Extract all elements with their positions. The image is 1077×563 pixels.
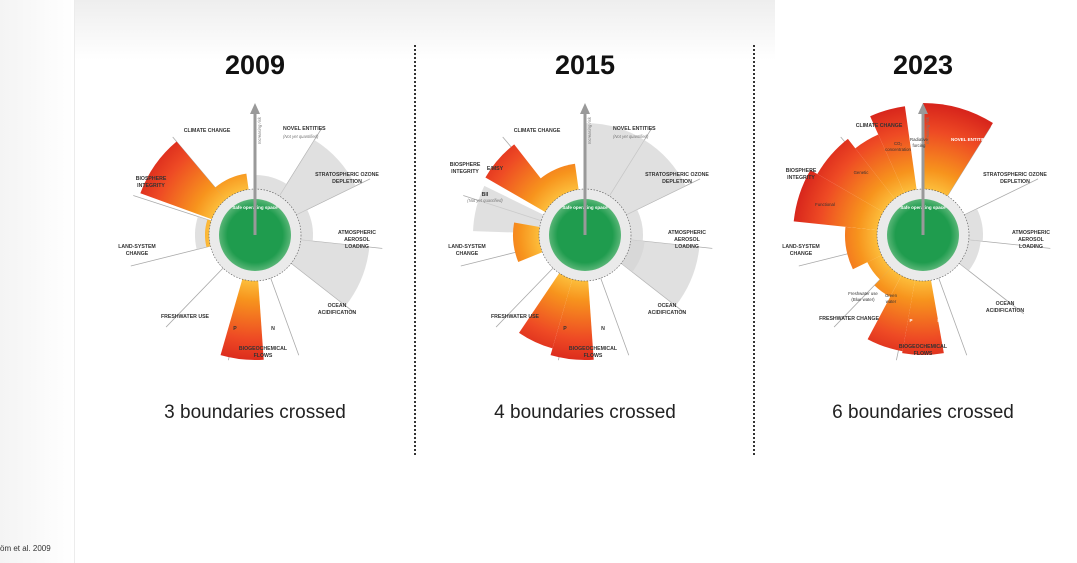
label-n: N	[937, 318, 940, 323]
label-aerosol: LOADING	[1019, 244, 1043, 250]
label-land-system: CHANGE	[456, 251, 479, 257]
label-biosphere: INTEGRITY	[137, 183, 165, 189]
label-aerosol: AEROSOL	[1018, 237, 1044, 243]
label-novel-entities: NOVEL ENTITIES	[283, 126, 326, 132]
label-concentration: concentration	[885, 147, 911, 152]
label-land-system: LAND-SYSTEM	[782, 244, 819, 250]
label-ozone: STRATOSPHERIC OZONE	[645, 172, 709, 178]
label-p: P	[563, 326, 567, 332]
label-p: P	[909, 318, 912, 323]
label-aerosol: ATMOSPHERIC	[338, 230, 376, 236]
label-climate-change: CLIMATE CHANGE	[514, 128, 561, 134]
year-heading: 2015	[554, 50, 616, 80]
label-freshwater: FRESHWATER CHANGE	[819, 316, 879, 322]
label-ozone: DEPLETION	[662, 179, 692, 185]
label-land-system: LAND-SYSTEM	[118, 244, 155, 250]
label-functional: Functional	[815, 202, 835, 207]
boundaries-caption: 3 boundaries crossed	[164, 402, 346, 423]
divider-dotted-2	[753, 45, 755, 455]
axis-label: Increasing risk	[925, 116, 930, 144]
label-radiative: forcing	[913, 143, 927, 148]
label-green-water: water	[886, 299, 897, 304]
label-emsy: E/MSY	[487, 166, 504, 172]
label-freshwater: FRESHWATER USE	[491, 314, 540, 320]
boundaries-caption: 4 boundaries crossed	[494, 402, 676, 423]
label-aerosol: ATMOSPHERIC	[1012, 230, 1050, 236]
label-ozone: DEPLETION	[332, 179, 362, 185]
label-aerosol: AEROSOL	[674, 237, 700, 243]
label-climate-change: CLIMATE CHANGE	[856, 123, 903, 129]
label-ozone: STRATOSPHERIC OZONE	[315, 172, 379, 178]
label-biosphere: INTEGRITY	[451, 169, 479, 175]
boundaries-caption: 6 boundaries crossed	[832, 402, 1014, 423]
label-ocean: ACIDIFICATION	[648, 310, 686, 316]
axis-label: Increasing risk	[257, 116, 262, 144]
label-land-system: LAND-SYSTEM	[448, 244, 485, 250]
label-biogeochemical: BIOGEOCHEMICAL	[239, 346, 288, 352]
label-biogeochemical: FLOWS	[914, 351, 933, 357]
label-not-quantified: (Not yet quantified)	[613, 134, 649, 139]
divider-dotted-1	[414, 45, 416, 455]
year-heading: 2009	[224, 50, 286, 80]
panel-2023: 2023 Safe operating space Increasing risk…	[758, 0, 1077, 470]
label-biosphere: BIOSPHERE	[786, 168, 817, 174]
label-land-system: CHANGE	[126, 251, 149, 257]
label-biogeochemical: FLOWS	[584, 353, 603, 359]
label-biosphere: INTEGRITY	[787, 175, 815, 181]
label-bii: BII	[482, 192, 489, 198]
citation-text: öm et al. 2009	[0, 544, 51, 553]
label-aerosol: LOADING	[675, 244, 699, 250]
label-ocean: ACIDIFICATION	[318, 310, 356, 316]
label-n: N	[271, 326, 275, 332]
label-not-quantified: (Not yet quantified)	[283, 134, 319, 139]
label-ocean: OCEAN	[328, 303, 347, 309]
panel-2009: 2009 Safe operating space Increasing risk…	[90, 0, 420, 470]
label-radiative: Radiative	[910, 137, 929, 142]
label-aerosol: AEROSOL	[344, 237, 370, 243]
axis-label: Increasing risk	[587, 116, 592, 144]
label-biogeochemical: FLOWS	[254, 353, 273, 359]
label-freshwater: FRESHWATER USE	[161, 314, 210, 320]
label-ocean: ACIDIFICATION	[986, 308, 1024, 314]
label-green-water: Green	[885, 293, 898, 298]
label-n: N	[601, 326, 605, 332]
label-blue-water: (Blue water)	[851, 297, 875, 302]
label-biogeochemical: BIOGEOCHEMICAL	[569, 346, 618, 352]
risk-axis-arrow	[918, 103, 928, 114]
label-ocean: OCEAN	[658, 303, 677, 309]
label-novel-entities: NOVEL ENTITIES	[613, 126, 656, 132]
label-blue-water: Freshwater use	[848, 291, 878, 296]
label-aerosol: ATMOSPHERIC	[668, 230, 706, 236]
label-p: P	[233, 326, 237, 332]
label-ozone: DEPLETION	[1000, 179, 1030, 185]
label-biogeochemical: BIOGEOCHEMICAL	[899, 344, 948, 350]
label-ocean: OCEAN	[996, 301, 1015, 307]
label-climate-change: CLIMATE CHANGE	[184, 128, 231, 134]
risk-axis-arrow	[250, 103, 260, 114]
label-novel-entities: NOVEL ENTITIES	[951, 137, 988, 142]
label-aerosol: LOADING	[345, 244, 369, 250]
label-not-quantified: (Not yet quantified)	[467, 198, 503, 203]
label-genetic: Genetic	[854, 170, 870, 175]
year-heading: 2023	[892, 50, 954, 80]
side-panel-strip	[0, 0, 75, 563]
label-ozone: STRATOSPHERIC OZONE	[983, 172, 1047, 178]
label-biosphere: BIOSPHERE	[136, 176, 167, 182]
label-land-system: CHANGE	[790, 251, 813, 257]
top-shadow	[75, 0, 775, 60]
label-co2: CO₂	[894, 141, 902, 146]
panel-2015: 2015 Safe operating space Increasing risk…	[420, 0, 750, 470]
label-biosphere: BIOSPHERE	[450, 162, 481, 168]
risk-axis-arrow	[580, 103, 590, 114]
nitrogen-sector	[902, 235, 944, 355]
